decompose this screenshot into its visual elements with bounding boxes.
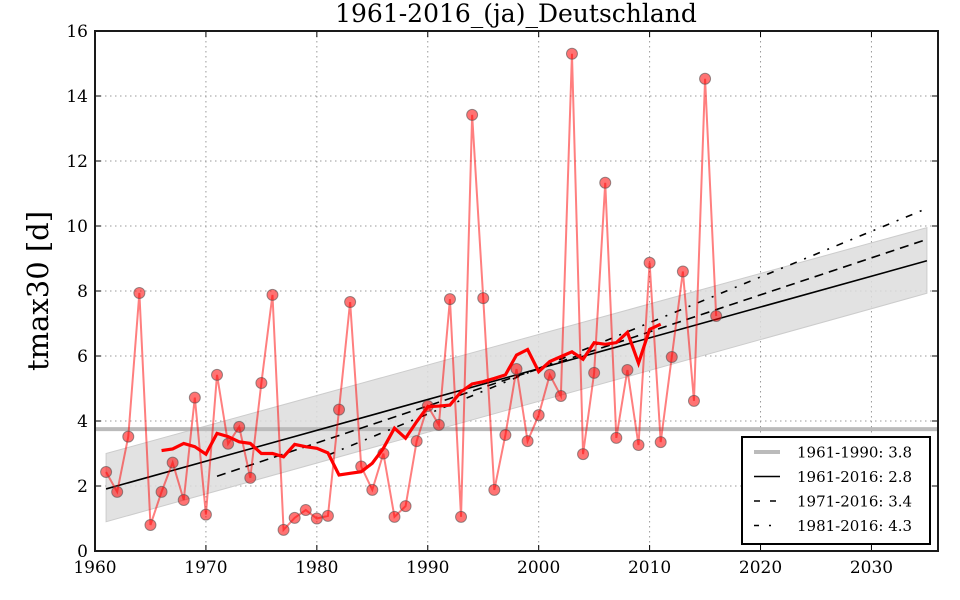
legend: 1961-1990: 3.8 1961-2016: 2.8 1971-2016: 3…: [741, 436, 931, 545]
annual-data-point: [211, 368, 224, 381]
annual-data-point: [399, 500, 412, 513]
annual-data-point: [366, 483, 379, 496]
annual-data-point: [244, 471, 257, 484]
annual-data-point: [310, 512, 323, 525]
annual-data-point: [177, 493, 190, 506]
annual-data-point: [543, 368, 556, 381]
annual-data-point: [333, 403, 346, 416]
annual-data-point: [654, 436, 667, 449]
annual-data-point: [687, 394, 700, 407]
annual-series-layer: [100, 47, 723, 536]
annual-data-point: [565, 47, 578, 60]
annual-data-point: [632, 439, 645, 452]
annual-data-point: [499, 428, 512, 441]
y-tick-label: 2: [77, 477, 88, 497]
legend-label: 1961-1990: 3.8: [797, 444, 912, 462]
plot-frame: [94, 30, 939, 552]
legend-label: 1981-2016: 4.3: [797, 517, 912, 535]
annual-data-point: [532, 409, 545, 422]
x-tick-label: 1970: [184, 558, 227, 578]
y-tick-label: 12: [66, 152, 88, 172]
annual-data-point: [188, 391, 201, 404]
annual-data-point: [277, 523, 290, 536]
tick-labels: 1960 1970 1980 1990 2000 2010 2020 2030 0 2 4 6 8 10 1…: [66, 22, 893, 578]
annual-data-point: [233, 420, 246, 433]
annual-data-point: [144, 519, 157, 531]
annual-data-point: [111, 485, 124, 498]
annual-data-point: [288, 511, 301, 524]
y-tick-label: 8: [77, 282, 88, 302]
annual-data-point: [155, 485, 168, 498]
annual-data-point: [410, 435, 423, 448]
annual-data-point: [610, 431, 623, 444]
annual-data-point: [577, 448, 590, 461]
annual-data-point: [621, 363, 634, 376]
x-tick-label: 2020: [739, 558, 782, 578]
annual-data-point: [676, 265, 689, 278]
annual-data-point: [521, 435, 534, 448]
annual-data-point: [122, 430, 135, 443]
legend-box: [741, 436, 931, 545]
annual-data-point: [199, 508, 212, 521]
y-tick-label: 0: [77, 542, 88, 562]
annual-data-point: [643, 256, 656, 269]
x-tick-label: 2030: [850, 558, 893, 578]
chart-title: 1961-2016_(ja)_Deutschland: [335, 0, 697, 28]
x-tick-label: 2000: [517, 558, 560, 578]
annual-data-point: [133, 286, 146, 299]
y-tick-label: 10: [66, 217, 88, 237]
annual-data-point: [599, 176, 612, 189]
annual-data-point: [699, 72, 712, 85]
annual-data-point: [299, 504, 312, 517]
annual-data-point: [166, 456, 179, 469]
annual-data-point: [344, 296, 357, 309]
running-mean-layer: [161, 322, 662, 477]
annual-data-point: [388, 510, 401, 523]
legend-label: 1961-2016: 2.8: [797, 468, 912, 486]
annual-data-point: [100, 466, 113, 479]
annual-data-point: [477, 292, 490, 305]
x-tick-label: 2010: [628, 558, 671, 578]
y-axis-label: tmax30 [d]: [21, 211, 55, 371]
x-tick-label: 1960: [73, 558, 116, 578]
annual-data-point: [588, 366, 601, 379]
running-mean-line: [161, 322, 662, 477]
y-tick-label: 4: [77, 412, 88, 432]
annual-data-point: [266, 288, 279, 301]
y-tick-label: 6: [77, 347, 88, 367]
y-tick-label: 14: [66, 87, 88, 107]
x-tick-label: 1990: [406, 558, 449, 578]
annual-data-point: [432, 418, 445, 431]
annual-data-point: [321, 509, 334, 522]
x-tick-label: 1980: [295, 558, 338, 578]
annual-series-line: [105, 53, 718, 533]
annual-data-point: [554, 389, 567, 402]
annual-data-point: [443, 293, 456, 306]
annual-data-point: [255, 376, 268, 389]
annual-data-point: [665, 350, 678, 363]
legend-label: 1971-2016: 3.4: [797, 493, 912, 511]
annual-data-point: [510, 363, 523, 375]
y-tick-label: 16: [66, 22, 88, 42]
annual-data-point: [488, 483, 501, 496]
annual-data-point: [466, 108, 479, 121]
annual-data-point: [710, 310, 723, 323]
axes: [94, 30, 939, 552]
annual-data-point: [455, 510, 468, 523]
